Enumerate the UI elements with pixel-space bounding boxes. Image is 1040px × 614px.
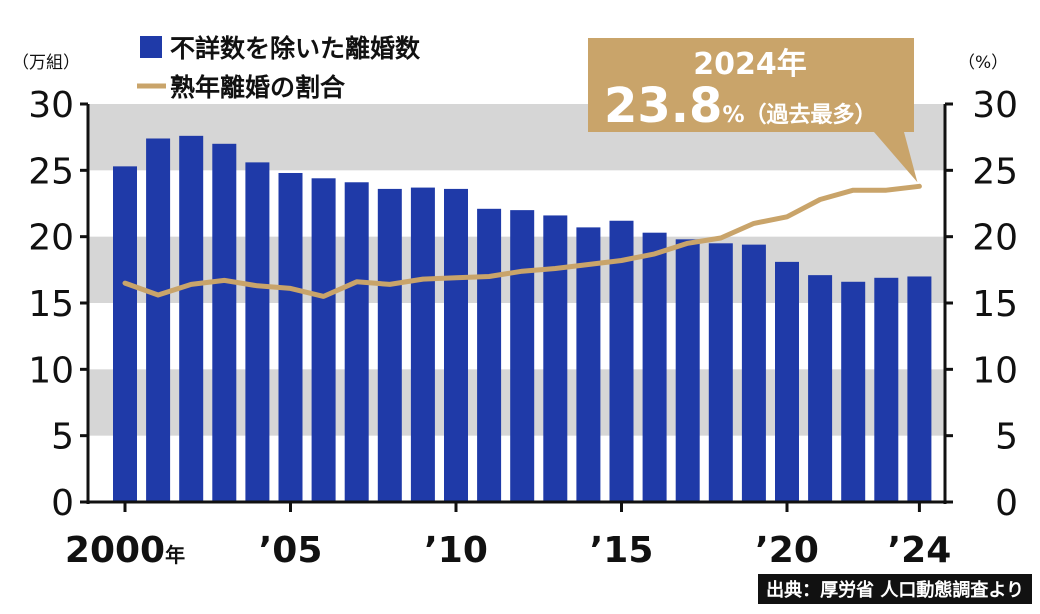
left-tick-labels: 0 5 10 15 20 25 30 <box>28 85 74 524</box>
bar-2013 <box>543 215 568 502</box>
callout-year: 2024年 <box>693 47 807 82</box>
bar-series <box>113 135 932 503</box>
left-tick-label: 5 <box>51 417 74 458</box>
bar-2020 <box>775 261 799 502</box>
right-tick-label: 0 <box>995 483 1018 524</box>
bar-2001 <box>146 138 171 502</box>
axes <box>80 102 953 512</box>
right-tick-label: 10 <box>972 350 1018 391</box>
bar-2017 <box>675 239 700 502</box>
bar-2010 <box>444 188 468 502</box>
x-tick-label: ’24 <box>888 530 952 571</box>
x-tick-label: ’10 <box>424 530 488 571</box>
bar-2019 <box>741 244 766 503</box>
x-tick-label: ’05 <box>259 530 323 571</box>
x-tick-label: ’15 <box>590 530 654 571</box>
right-tick-label: 5 <box>995 417 1018 458</box>
bar-2007 <box>344 182 369 503</box>
left-tick-label: 0 <box>51 483 74 524</box>
x-tick-labels: 2000年 ’05 ’10 ’15 ’20 ’24 <box>65 530 951 571</box>
right-tick-label: 25 <box>972 151 1018 192</box>
callout-box <box>588 38 918 183</box>
legend-bar-swatch <box>140 36 162 58</box>
left-tick-label: 20 <box>28 218 74 259</box>
bar-2012 <box>510 210 535 502</box>
bar-2014 <box>576 227 601 502</box>
bar-2022 <box>841 281 866 502</box>
bar-2000 <box>113 166 137 502</box>
bar-2011 <box>477 208 502 502</box>
bar-2004 <box>245 162 270 502</box>
bar-2006 <box>311 178 336 502</box>
left-tick-label: 30 <box>28 85 74 126</box>
left-tick-label: 25 <box>28 151 74 192</box>
right-unit-label: （%） <box>958 53 1008 73</box>
left-unit-label: （万組） <box>12 53 80 73</box>
right-tick-label: 20 <box>972 218 1018 259</box>
right-tick-labels: 0 5 10 15 20 25 30 <box>972 85 1018 524</box>
legend: 不詳数を除いた離婚数 熟年離婚の割合 <box>137 34 421 102</box>
callout-unit: %（過去最多） <box>722 102 876 128</box>
bar-2008 <box>377 188 402 502</box>
left-tick-label: 15 <box>28 284 74 325</box>
bar-2009 <box>410 187 435 502</box>
annotation-callout: 2024年 23.8%（過去最多） <box>588 38 918 183</box>
legend-bar-label: 不詳数を除いた離婚数 <box>170 34 421 63</box>
right-tick-label: 30 <box>972 85 1018 126</box>
legend-line-label: 熟年離婚の割合 <box>170 73 346 102</box>
bar-2003 <box>212 143 237 503</box>
bar-2016 <box>642 232 667 503</box>
x-tick-label: ’20 <box>755 530 819 571</box>
bar-2005 <box>278 172 303 502</box>
callout-value: 23.8%（過去最多） <box>604 78 876 134</box>
bar-2021 <box>808 275 833 502</box>
callout-number: 23.8 <box>604 78 722 134</box>
right-tick-label: 15 <box>972 284 1018 325</box>
source-note: 出典：厚労省 人口動態調査より <box>758 574 1032 604</box>
bar-2018 <box>708 243 733 503</box>
x-tick-label: 2000年 <box>65 530 185 571</box>
bar-2024 <box>907 276 932 502</box>
left-tick-label: 10 <box>28 350 74 391</box>
bar-2023 <box>874 277 899 502</box>
bar-2002 <box>179 135 204 502</box>
ratio-line <box>122 183 922 299</box>
bar-2015 <box>609 220 634 502</box>
